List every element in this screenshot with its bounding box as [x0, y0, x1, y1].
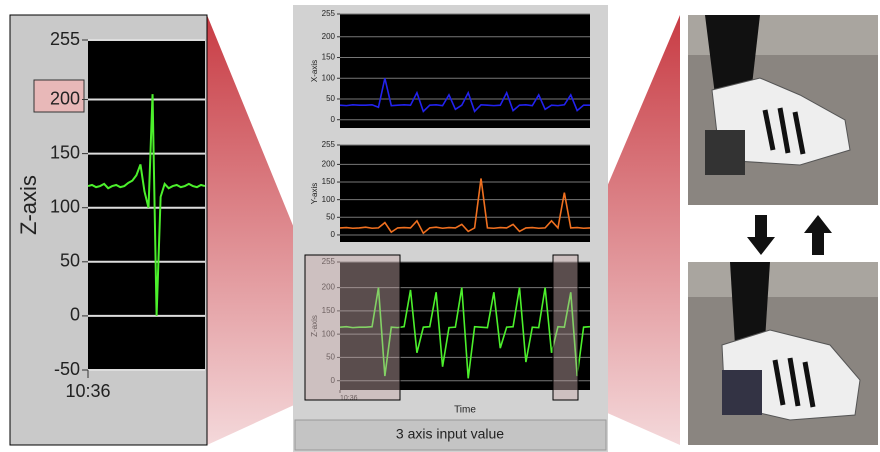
x-tick-label: 10:36	[65, 381, 110, 401]
zoom-window	[553, 255, 578, 400]
y-tick-label: 200	[50, 88, 80, 108]
y-tick-label: 50	[326, 94, 335, 103]
y-tick-label: 150	[50, 142, 80, 162]
y-tick-label: 200	[322, 32, 336, 41]
y-axis-label: X-axis	[310, 60, 319, 82]
y-axis-label: Z-axis	[16, 175, 41, 235]
y-axis-label: Y-axis	[310, 183, 319, 205]
y-tick-label: 255	[50, 29, 80, 49]
y-tick-label: 200	[322, 160, 336, 169]
y-tick-label: 0	[331, 230, 336, 239]
caption: 3 axis input value	[396, 426, 504, 442]
y-tick-label: 100	[322, 195, 336, 204]
y-tick-label: 100	[322, 73, 336, 82]
y-tick-label: 50	[326, 212, 335, 221]
zoom-window	[305, 255, 400, 400]
y-tick-label: 150	[322, 53, 336, 62]
photo-bottom	[688, 262, 878, 445]
y-tick-label: 100	[50, 196, 80, 216]
zoom-shade-left	[207, 15, 305, 445]
y-tick-label: 255	[322, 140, 336, 149]
y-tick-label: 0	[331, 115, 336, 124]
arrow-up	[804, 215, 832, 255]
figure: 3 axis input value -50 0 50 100 150 200 255 10:…	[0, 0, 880, 452]
y-tick-label: 150	[322, 177, 336, 186]
arrow-down	[747, 215, 775, 255]
plot-area	[340, 14, 590, 128]
y-tick-label: 255	[322, 9, 336, 18]
x-axis-label: Time	[454, 405, 476, 416]
y-tick-label: 0	[70, 305, 80, 325]
plot-area	[88, 40, 205, 370]
y-tick-label: -50	[54, 359, 80, 379]
photo-top	[688, 15, 878, 205]
y-tick-label: 50	[60, 251, 80, 271]
